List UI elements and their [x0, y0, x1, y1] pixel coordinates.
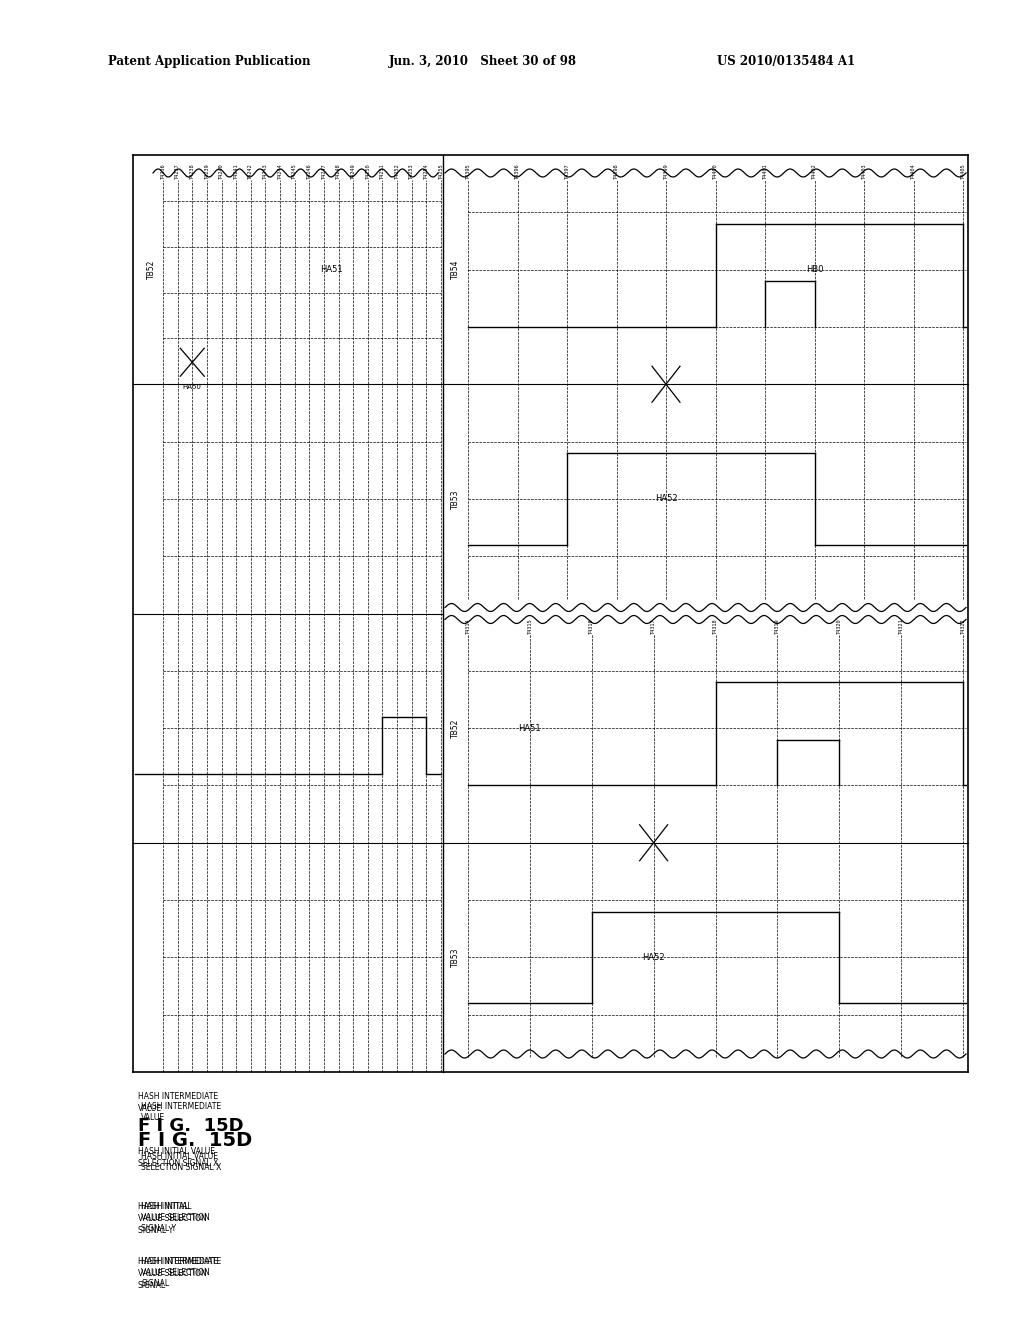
Text: TB54: TB54: [451, 260, 460, 280]
Text: T4400: T4400: [713, 162, 718, 178]
Text: HA51: HA51: [518, 723, 542, 733]
Text: HASH INTERMEDIATE
VALUE: HASH INTERMEDIATE VALUE: [138, 1092, 218, 1113]
Text: T4241: T4241: [233, 162, 239, 178]
Text: HB0: HB0: [806, 265, 823, 275]
Text: T4315: T4315: [527, 619, 532, 634]
Text: T4255: T4255: [438, 162, 443, 178]
Text: T4322: T4322: [961, 619, 966, 634]
Text: F I G.  15D: F I G. 15D: [138, 1131, 252, 1150]
Text: T4240: T4240: [219, 162, 224, 178]
Text: T4396: T4396: [515, 162, 520, 178]
Text: T4254: T4254: [424, 162, 429, 178]
Text: T4244: T4244: [278, 162, 283, 178]
Text: HASH INITIAL
VALUE SELECTION
SIGNAL Y: HASH INITIAL VALUE SELECTION SIGNAL Y: [138, 1203, 207, 1234]
Text: T4237: T4237: [175, 162, 180, 178]
Text: TB52: TB52: [451, 718, 460, 738]
Text: T4404: T4404: [911, 162, 916, 178]
Text: T4243: T4243: [263, 162, 268, 178]
Text: T4236: T4236: [161, 162, 166, 178]
Text: T4397: T4397: [564, 162, 569, 178]
Text: T4250: T4250: [366, 162, 371, 178]
Text: TB52: TB52: [146, 260, 156, 280]
Text: TB53: TB53: [451, 490, 460, 508]
Text: T4245: T4245: [292, 162, 297, 178]
Text: HASH INTERMEDIATE
VALUE: HASH INTERMEDIATE VALUE: [141, 1102, 221, 1122]
Text: T4252: T4252: [394, 162, 399, 178]
Text: T4403: T4403: [861, 162, 866, 178]
Text: Jun. 3, 2010   Sheet 30 of 98: Jun. 3, 2010 Sheet 30 of 98: [389, 55, 578, 69]
Text: T4246: T4246: [307, 162, 312, 178]
Text: T4401: T4401: [763, 162, 768, 178]
Text: T4314: T4314: [466, 619, 470, 634]
Text: T4398: T4398: [614, 162, 618, 178]
Text: HASH INTERMEDIATE
VALUE SELECTION
SIGNAL: HASH INTERMEDIATE VALUE SELECTION SIGNAL: [141, 1257, 221, 1288]
Text: HA52: HA52: [654, 495, 677, 503]
Text: Patent Application Publication: Patent Application Publication: [108, 55, 310, 69]
Text: T4402: T4402: [812, 162, 817, 178]
Text: T4317: T4317: [651, 619, 656, 634]
Text: HASH INITIAL
VALUE SELECTION
SIGNAL Y: HASH INITIAL VALUE SELECTION SIGNAL Y: [141, 1203, 210, 1233]
Text: T4405: T4405: [961, 162, 966, 178]
Text: F I G.  15D: F I G. 15D: [138, 1117, 244, 1135]
Text: T4253: T4253: [410, 162, 415, 178]
Text: T4319: T4319: [775, 619, 780, 634]
Text: T4395: T4395: [466, 162, 470, 178]
Text: HASH INITIAL VALUE
SELECTION SIGNAL X: HASH INITIAL VALUE SELECTION SIGNAL X: [141, 1152, 221, 1172]
Text: T4251: T4251: [380, 162, 385, 178]
Text: T4238: T4238: [189, 162, 195, 178]
Text: HA51: HA51: [319, 265, 343, 275]
Text: T4316: T4316: [589, 619, 594, 634]
Text: HA50: HA50: [183, 384, 202, 391]
Text: HASH INTERMEDIATE
VALUE SELECTION
SIGNAL: HASH INTERMEDIATE VALUE SELECTION SIGNAL: [138, 1257, 218, 1290]
Text: T4239: T4239: [205, 162, 209, 178]
Text: US 2010/0135484 A1: US 2010/0135484 A1: [717, 55, 855, 69]
Text: T4318: T4318: [713, 619, 718, 634]
Text: T4242: T4242: [248, 162, 253, 178]
Text: T4321: T4321: [899, 619, 903, 634]
Text: TB53: TB53: [451, 948, 460, 968]
Text: T4247: T4247: [322, 162, 327, 178]
Text: T4248: T4248: [336, 162, 341, 178]
Text: HASH INITIAL VALUE
SELECTION SIGNAL X: HASH INITIAL VALUE SELECTION SIGNAL X: [138, 1147, 218, 1168]
Text: T4249: T4249: [350, 162, 355, 178]
Text: T4320: T4320: [837, 619, 842, 634]
Text: HA52: HA52: [642, 953, 665, 962]
Text: T4399: T4399: [664, 162, 669, 178]
